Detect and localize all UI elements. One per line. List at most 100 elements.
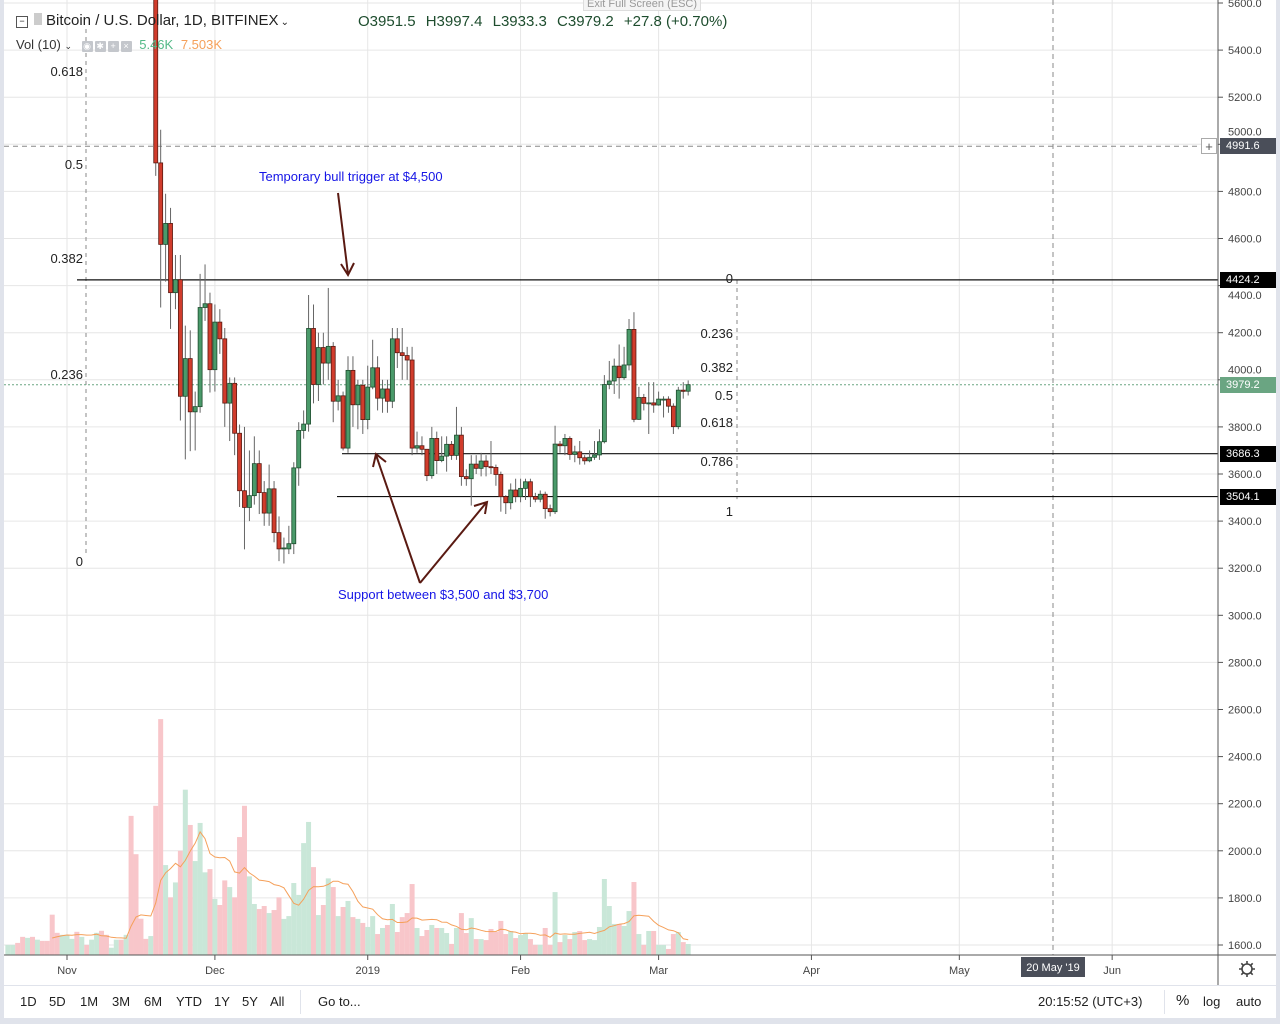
candle-body — [192, 406, 198, 413]
volume-bar — [15, 942, 21, 955]
volume-bar — [187, 824, 193, 955]
collapse-icon[interactable]: − — [16, 16, 28, 28]
volume-bar — [646, 931, 652, 955]
add-order-plus-button[interactable]: + — [1201, 138, 1217, 155]
candle-body — [256, 463, 262, 494]
volume-bar — [365, 926, 371, 955]
volume-bar — [153, 805, 159, 955]
range-ytd-button[interactable]: YTD — [176, 994, 202, 1009]
candle-body — [592, 454, 597, 458]
annotation-arrows[interactable] — [337, 192, 489, 584]
volume-bar — [232, 897, 238, 955]
volume-bar — [394, 932, 400, 955]
price-tick-label: 5600.0 — [1228, 0, 1262, 10]
log-toggle[interactable]: log — [1203, 994, 1221, 1009]
range-1y-button[interactable]: 1Y — [214, 994, 230, 1009]
chevron-down-icon[interactable]: ⌄ — [280, 17, 289, 28]
volume-bar — [207, 869, 213, 955]
chevron-down-icon[interactable]: ⌄ — [64, 41, 72, 51]
candle-body — [449, 443, 454, 456]
volume-bar — [197, 822, 203, 955]
goto-button[interactable]: Go to... — [318, 994, 361, 1009]
range-1d-button[interactable]: 1D — [20, 994, 37, 1009]
range-5d-button[interactable]: 5D — [49, 994, 66, 1009]
volume-bar — [64, 934, 70, 955]
horizontal-lines[interactable] — [4, 279, 1218, 498]
time-axis[interactable] — [4, 955, 1276, 985]
candle-body — [537, 493, 543, 500]
price-tick-label: 2400.0 — [1228, 752, 1262, 764]
symbol-icon — [34, 13, 42, 25]
auto-toggle[interactable]: auto — [1236, 994, 1262, 1009]
candle-body — [187, 358, 193, 413]
plus-icon[interactable]: + — [107, 41, 119, 52]
volume-bar — [498, 920, 504, 955]
volume-bar — [389, 903, 395, 955]
volume-bar — [261, 906, 267, 955]
volume-bar — [241, 805, 247, 955]
candle-body — [365, 386, 371, 420]
volume-bar — [434, 927, 440, 955]
candle-body — [355, 384, 361, 406]
eye-icon[interactable]: ◉ — [81, 41, 93, 52]
volume-bar — [468, 918, 474, 955]
close-icon[interactable]: × — [120, 41, 132, 52]
price-axis[interactable] — [1218, 0, 1276, 955]
time-tick-label: Nov — [57, 965, 77, 977]
volume-bar — [44, 940, 50, 955]
arrow-bull-trigger[interactable] — [337, 192, 355, 278]
symbol-title[interactable]: Bitcoin / U.S. Dollar, 1D, BITFINEX — [46, 12, 279, 29]
gear-icon[interactable]: ✱ — [94, 41, 106, 52]
candle-body — [227, 382, 233, 404]
price-tick-label: 5400.0 — [1228, 45, 1262, 57]
volume-bar — [444, 933, 450, 955]
candle-body — [251, 463, 257, 497]
volume-bar — [286, 916, 292, 955]
volume-bar — [685, 943, 691, 955]
chart-pane[interactable] — [4, 0, 1218, 955]
volume-bar — [582, 940, 588, 955]
range-1m-button[interactable]: 1M — [80, 994, 99, 1009]
clock[interactable]: 20:15:52 (UTC+3) — [1038, 994, 1143, 1009]
time-tick-label: Dec — [205, 965, 225, 977]
volume-bar — [335, 916, 341, 955]
candle-body — [306, 328, 311, 425]
volume-bar — [636, 934, 642, 955]
candle-body — [606, 380, 612, 385]
volume-bar — [89, 939, 95, 955]
candle-body — [661, 398, 666, 401]
volume-bar — [325, 878, 331, 955]
candle-body — [232, 382, 238, 434]
price-tick-label: 5200.0 — [1228, 92, 1262, 104]
candle-body — [266, 488, 272, 514]
annotation-support[interactable]: Support between $3,500 and $3,700 — [338, 587, 549, 602]
candle-body — [646, 402, 652, 405]
arrow-support-right[interactable] — [419, 500, 489, 584]
volume-bar — [320, 905, 326, 955]
volume-bar — [29, 936, 35, 955]
settings-gear-icon[interactable] — [1239, 961, 1255, 977]
volume-bar — [675, 932, 681, 955]
fib-left-label: 0.236 — [50, 366, 83, 382]
volume-bar — [488, 928, 494, 955]
volume-bar — [567, 939, 573, 955]
arrow-support-left[interactable] — [372, 452, 421, 584]
candle-body — [301, 423, 307, 431]
range-6m-button[interactable]: 6M — [144, 994, 163, 1009]
volume-bar — [39, 940, 45, 955]
volume-bar — [69, 938, 75, 955]
range-3m-button[interactable]: 3M — [112, 994, 131, 1009]
volume-bar — [276, 897, 282, 955]
range-all-button[interactable]: All — [270, 994, 285, 1009]
annotation-bull-trigger[interactable]: Temporary bull trigger at $4,500 — [259, 169, 443, 184]
candle-body — [434, 438, 440, 461]
candle-body — [330, 345, 336, 402]
candle-body — [439, 455, 445, 461]
price-tick-label: 3600.0 — [1228, 469, 1262, 481]
candle-body — [616, 365, 622, 379]
percent-toggle[interactable]: % — [1176, 992, 1190, 1009]
volume-label[interactable]: Vol (10) — [16, 37, 61, 52]
price-tick-label: 3800.0 — [1228, 422, 1262, 434]
range-5y-button[interactable]: 5Y — [242, 994, 258, 1009]
